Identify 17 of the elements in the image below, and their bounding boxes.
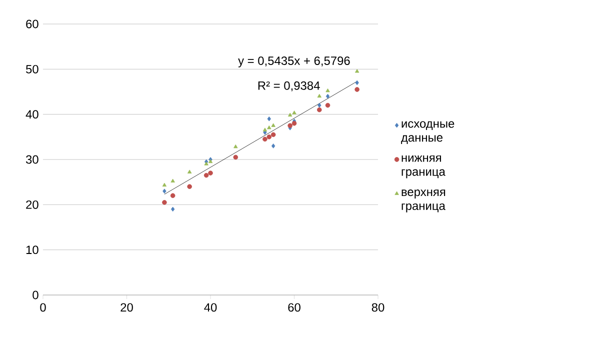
x-tick-label: 80 bbox=[372, 303, 384, 312]
legend-label: исходные данные bbox=[401, 121, 454, 144]
y-tick-label: 60 bbox=[26, 20, 38, 28]
x-tick-label: 0 bbox=[40, 303, 46, 312]
y-tick-label: 0 bbox=[32, 290, 38, 300]
x-tick-label: 60 bbox=[288, 303, 300, 312]
y-tick-label: 50 bbox=[26, 64, 38, 74]
legend-label: нижняя граница bbox=[402, 155, 446, 178]
x-tick-label: 20 bbox=[120, 303, 133, 312]
annotation: y = 0,5435x + 6,5796 bbox=[238, 56, 350, 68]
legend-label: верхняя граница bbox=[402, 190, 446, 212]
y-tick-label: 10 bbox=[26, 246, 38, 254]
y-tick-label: 20 bbox=[26, 200, 38, 209]
x-tick-label: 40 bbox=[204, 303, 217, 312]
y-tick-label: 30 bbox=[26, 155, 38, 164]
annotation: R² = 0,9384 bbox=[258, 81, 320, 92]
y-tick-label: 40 bbox=[26, 110, 38, 119]
